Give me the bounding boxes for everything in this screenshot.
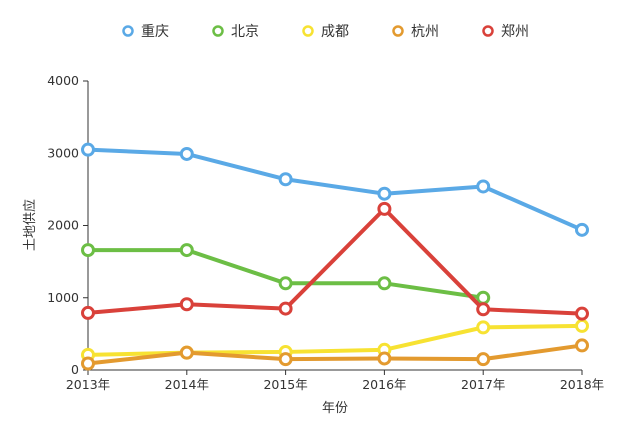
- series-杭州: [81, 338, 589, 371]
- series-line: [86, 206, 584, 316]
- y-tick-label: 2000: [47, 218, 79, 233]
- series-郑州: [81, 201, 589, 321]
- series-line: [86, 323, 584, 357]
- x-tick-label: 2018年: [560, 377, 604, 392]
- data-point: [81, 305, 95, 320]
- y-axis-title: 土地供应: [22, 199, 38, 251]
- data-point: [278, 172, 293, 187]
- x-axis-title: 年份: [322, 401, 348, 416]
- series-重庆: [81, 142, 589, 237]
- legend-marker: [392, 25, 404, 37]
- data-point: [476, 290, 491, 305]
- legend: 重庆 北京 成都 杭州 郑州: [122, 24, 529, 40]
- y-tick-label: 3000: [47, 145, 79, 160]
- x-tick-label: 2017年: [461, 377, 505, 392]
- data-point: [81, 243, 95, 258]
- legend-label: 成都: [321, 24, 349, 40]
- legend-label: 郑州: [501, 24, 529, 40]
- data-point: [81, 356, 95, 371]
- series-line: [86, 147, 584, 232]
- legend-item: 重庆: [122, 24, 169, 40]
- legend-marker: [212, 25, 224, 37]
- legend-item: 杭州: [392, 24, 439, 40]
- legend-label: 北京: [231, 24, 259, 40]
- y-tick-label: 0: [71, 362, 79, 377]
- data-point: [476, 302, 491, 317]
- series-layer: [81, 142, 589, 371]
- data-point: [377, 186, 392, 201]
- y-tick-label: 1000: [47, 290, 79, 305]
- data-point: [179, 297, 194, 312]
- legend-label: 杭州: [411, 24, 439, 40]
- legend-item: 成都: [302, 24, 349, 40]
- x-tick-label: 2016年: [362, 377, 406, 392]
- series-line: [86, 248, 486, 300]
- series-line: [86, 343, 584, 366]
- data-point: [377, 201, 392, 216]
- legend-label: 重庆: [141, 24, 169, 40]
- x-tick-label: 2014年: [165, 377, 209, 392]
- data-point: [575, 338, 589, 353]
- legend-marker: [302, 25, 314, 37]
- data-point: [476, 352, 491, 367]
- y-tick-label: 4000: [47, 73, 79, 88]
- data-point: [278, 301, 293, 316]
- legend-marker: [482, 25, 494, 37]
- data-point: [179, 146, 194, 161]
- legend-item: 北京: [212, 24, 259, 40]
- data-point: [179, 345, 194, 360]
- data-point: [575, 306, 589, 321]
- data-point: [278, 276, 293, 291]
- data-point: [377, 351, 392, 366]
- x-ticks: 2013年 2014年 2015年 2016年 2017年 2018年: [66, 370, 604, 392]
- x-tick-label: 2013年: [66, 377, 110, 392]
- data-point: [278, 352, 293, 367]
- y-ticks: 0 1000 2000 3000 4000: [47, 73, 88, 377]
- x-tick-label: 2015年: [263, 377, 307, 392]
- data-point: [179, 243, 194, 258]
- data-point: [81, 142, 95, 157]
- data-point: [575, 222, 589, 237]
- data-point: [575, 318, 589, 333]
- data-point: [377, 276, 392, 291]
- legend-item: 郑州: [482, 24, 529, 40]
- data-point: [476, 179, 491, 194]
- legend-marker: [122, 25, 134, 37]
- data-point: [476, 320, 491, 335]
